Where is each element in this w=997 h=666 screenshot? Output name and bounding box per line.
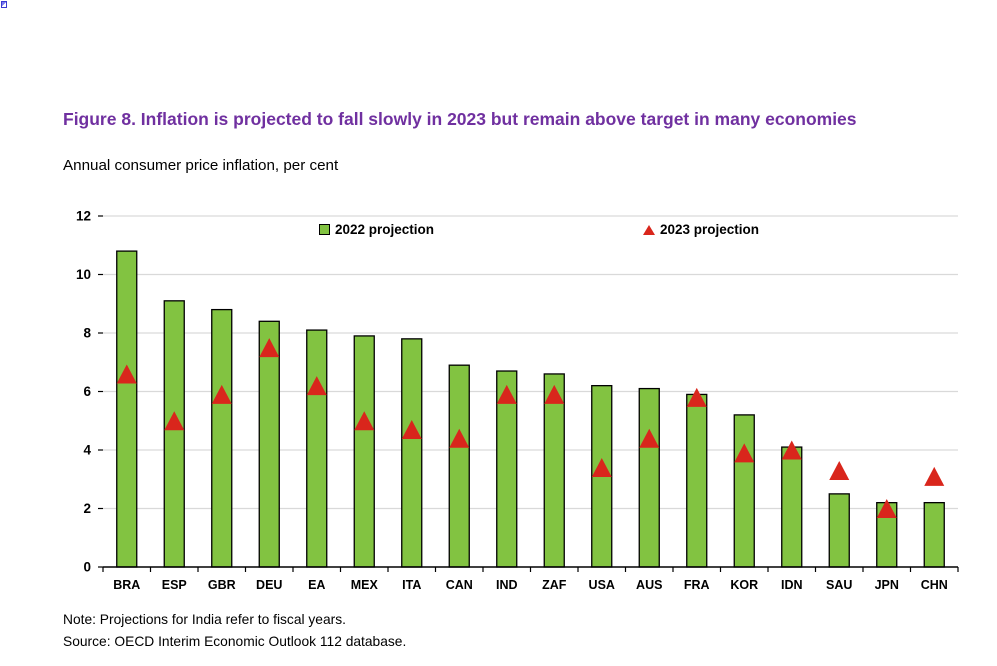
marker-GBR — [211, 384, 232, 404]
bar-ESP — [163, 300, 185, 568]
x-axis-label-JPN: JPN — [875, 578, 899, 592]
y-axis-label: 4 — [83, 443, 91, 458]
x-axis-label-IND: IND — [496, 578, 518, 592]
x-axis-label-IDN: IDN — [781, 578, 803, 592]
x-axis-label-ZAF: ZAF — [542, 578, 567, 592]
x-axis-label-BRA: BRA — [113, 578, 140, 592]
x-axis-label-DEU: DEU — [256, 578, 282, 592]
marker-ITA — [401, 420, 422, 440]
marker-SAU — [829, 460, 850, 480]
y-axis-label: 2 — [83, 501, 91, 516]
figure-note: Note: Projections for India refer to fis… — [63, 612, 346, 627]
bar-DEU — [258, 320, 280, 568]
marker-IDN — [781, 440, 802, 460]
x-axis-label-EA: EA — [308, 578, 325, 592]
marker-IND — [496, 384, 517, 404]
bar-MEX — [353, 335, 375, 568]
bar-GBR — [211, 308, 233, 568]
bar-AUS — [638, 387, 660, 568]
marker-CHN — [924, 466, 945, 486]
marker-BRA — [116, 364, 137, 384]
bar-CHN — [923, 501, 945, 568]
bar-SAU — [828, 493, 850, 568]
x-axis-label-MEX: MEX — [351, 578, 379, 592]
figure-title: Figure 8. Inflation is projected to fall… — [63, 109, 857, 129]
marker-JPN — [876, 499, 897, 518]
x-axis-label-CHN: CHN — [921, 578, 948, 592]
x-axis-label-ITA: ITA — [402, 578, 421, 592]
marker-ESP — [164, 411, 185, 431]
y-axis-label: 0 — [83, 560, 91, 575]
marker-KOR — [734, 443, 755, 463]
x-axis-label-KOR: KOR — [730, 578, 758, 592]
figure-subtitle: Annual consumer price inflation, per cen… — [63, 157, 339, 174]
y-axis-label: 10 — [76, 267, 91, 282]
marker-DEU — [259, 338, 280, 358]
marker-MEX — [354, 411, 375, 431]
marker-AUS — [639, 428, 660, 448]
x-axis-label-ESP: ESP — [162, 578, 187, 592]
figure-source: Source: OECD Interim Economic Outlook 11… — [63, 634, 407, 649]
x-axis-label-CAN: CAN — [446, 578, 473, 592]
bar-ITA — [401, 338, 423, 568]
y-axis-label: 6 — [83, 384, 91, 399]
bar-BRA — [116, 250, 138, 568]
marker-CAN — [449, 428, 470, 448]
bar-KOR — [733, 414, 755, 568]
bar-IDN — [781, 446, 803, 568]
y-axis-label: 12 — [76, 209, 91, 224]
bar-CAN — [448, 364, 470, 568]
x-axis-label-USA: USA — [589, 578, 615, 592]
x-axis-label-AUS: AUS — [636, 578, 662, 592]
bar-EA — [306, 329, 328, 568]
x-axis-label-FRA: FRA — [684, 578, 710, 592]
marker-USA — [591, 458, 612, 478]
marker-ZAF — [544, 384, 565, 404]
broken-image-icon — [1, 1, 7, 8]
x-axis-label-SAU: SAU — [826, 578, 852, 592]
x-axis-label-GBR: GBR — [208, 578, 236, 592]
y-axis-label: 8 — [83, 326, 91, 341]
marker-FRA — [686, 387, 707, 407]
bar-FRA — [686, 393, 708, 568]
marker-EA — [306, 376, 327, 396]
